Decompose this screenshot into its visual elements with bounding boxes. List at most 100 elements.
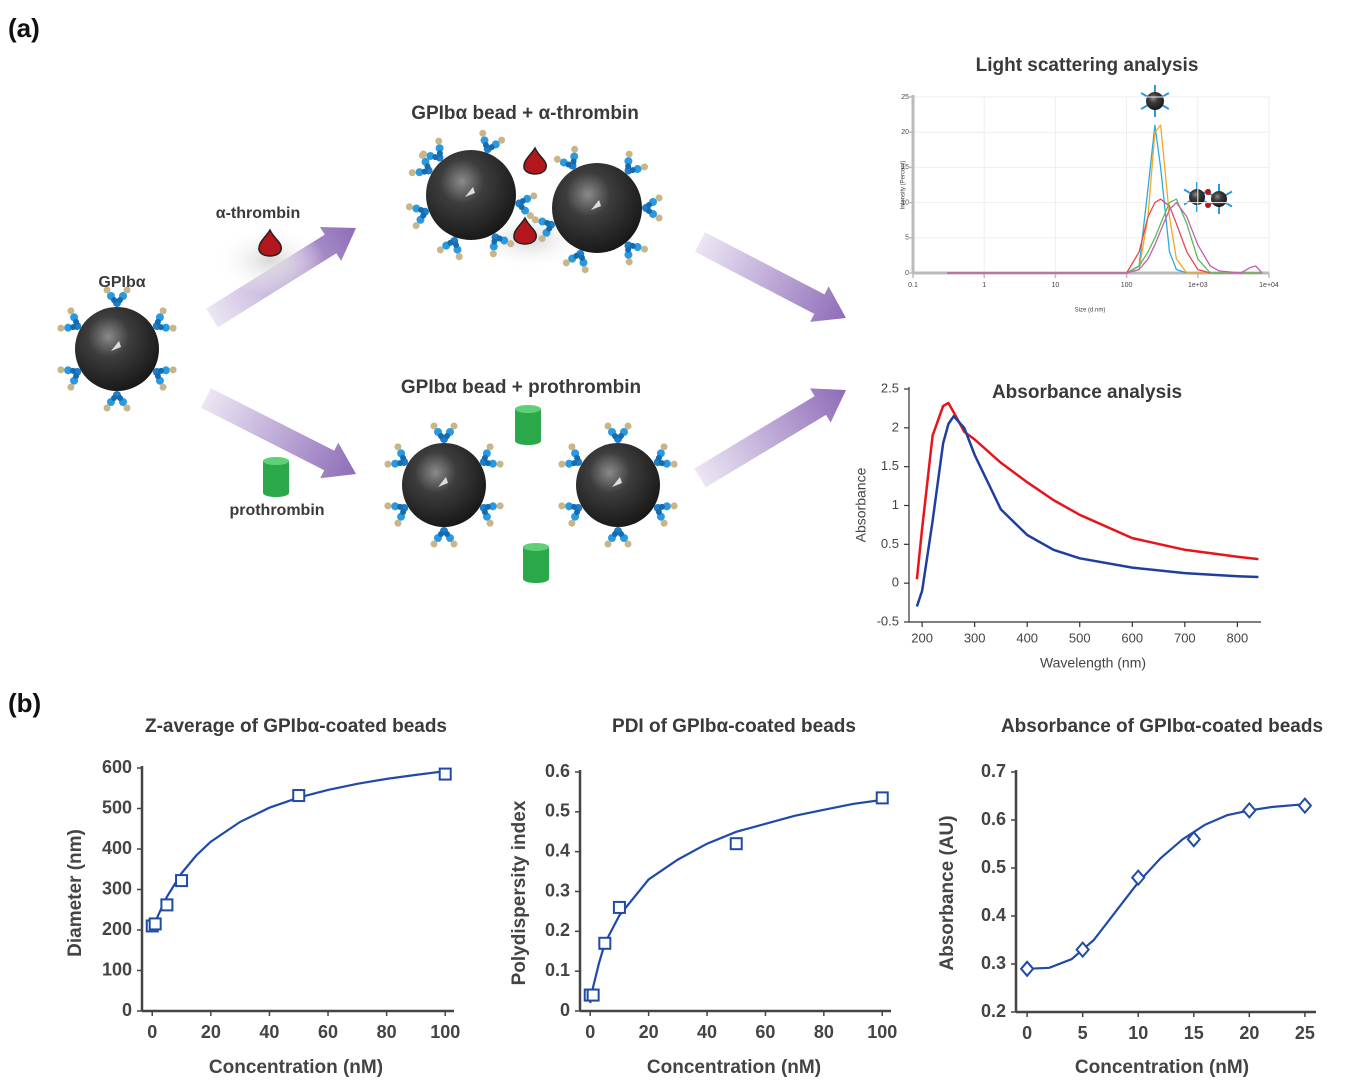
x-tick-label: 300 [964,630,986,645]
x-tick-label: 60 [755,1022,775,1042]
y-tick-label: 0 [892,575,899,590]
chart-title: Absorbance of GPIbα-coated beads [1001,716,1323,737]
bead-shine [591,200,601,210]
x-tick-label: 80 [814,1022,834,1042]
prothrombin [263,461,289,493]
data-point [1297,797,1313,815]
bead-label: GPIbα [98,274,145,291]
data-point [160,898,174,912]
data-point [1186,830,1202,848]
prothrombin [515,409,541,441]
x-tick-label: 100 [430,1022,460,1042]
panel-label: (b) [8,688,41,718]
prothrombin-bottom [263,489,289,497]
x-tick-label: 800 [1227,630,1249,645]
y-tick-label: 0 [122,1000,132,1020]
y-tick-label: 500 [102,797,132,817]
antibody [430,527,458,548]
x-tick-label: 60 [318,1022,338,1042]
data-point [175,874,189,888]
x-tick-label: 1 [982,282,986,289]
x-tick-label: 0 [147,1022,157,1042]
x-tick-label: 0 [585,1022,595,1042]
chart-title: Z-average of GPIbα-coated beads [145,716,447,737]
y-tick-label: 25 [901,94,909,101]
thrombin [513,216,538,245]
x-tick-label: 15 [1184,1023,1204,1043]
data-point [148,917,162,931]
x-tick-label: 40 [697,1022,717,1042]
y-axis-label: Diameter (nm) [65,829,86,957]
x-tick-label: 600 [1121,630,1143,645]
inset-bead [1146,92,1164,110]
y-tick-label: 0.6 [981,809,1006,829]
panel-label: (a) [8,13,40,43]
y-tick-label: 0.7 [981,761,1006,781]
prothrombin-top [515,405,541,413]
prothrombin-bottom [515,437,541,445]
x-tick-label: 1e+03 [1188,282,1208,289]
prothrombin [523,547,549,579]
diagram [56,85,1233,583]
antibody [430,422,458,443]
y-axis-label: Absorbance (AU) [937,815,958,970]
y-tick-label: 0 [905,270,909,277]
chart-title: Light scattering analysis [976,55,1199,76]
data-line [947,201,1263,274]
thrombin [523,146,548,175]
y-axis-label: Intensity (Percent) [901,161,907,210]
x-tick-label: 200 [911,630,933,645]
antibody [604,527,632,548]
inset-bead [1211,191,1227,207]
bead-shine [111,341,121,351]
y-tick-label: 100 [102,959,132,979]
data-point [729,837,743,851]
bead [75,307,159,391]
y-tick-label: 600 [102,757,132,777]
bead [426,150,516,240]
chart-title: PDI of GPIbα-coated beads [612,716,856,737]
thrombin [258,228,283,257]
glow [215,225,325,295]
x-axis-label: Concentration (nM) [1075,1057,1249,1078]
antibody [642,194,663,222]
y-tick-label: 400 [102,838,132,858]
bead [552,163,642,253]
data-point [1130,869,1146,887]
y-tick-label: 15 [901,164,909,171]
x-tick-label: 5 [1078,1023,1088,1043]
y-tick-label: 0.1 [545,960,570,980]
x-tick-label: 700 [1174,630,1196,645]
x-axis-label: Concentration (nM) [647,1057,821,1078]
x-tick-label: 40 [259,1022,279,1042]
x-axis-label: Size (d.nm) [1075,308,1106,314]
x-tick-label: 20 [201,1022,221,1042]
y-tick-label: 10 [901,199,909,206]
data-line [947,198,1263,274]
x-axis-label: Wavelength (nm) [1040,655,1146,671]
y-tick-label: 2 [892,419,899,434]
inset-thrombin [1205,189,1211,195]
y-tick-label: 0.2 [981,1001,1006,1021]
x-tick-label: 500 [1069,630,1091,645]
y-tick-label: 0 [560,1000,570,1020]
data-point [438,767,452,781]
y-tick-label: 0.2 [545,920,570,940]
y-tick-label: 0.3 [981,953,1006,973]
arrow [694,232,847,322]
fit-line [589,798,883,1004]
data-point [598,936,612,950]
data-line [915,414,1259,607]
thrombin-label: α-thrombin [216,205,300,222]
result-label: GPIbα bead + prothrombin [401,377,641,398]
x-tick-label: 0.1 [908,282,918,289]
arrow [694,388,846,488]
x-tick-label: 25 [1295,1023,1315,1043]
x-tick-label: 400 [1016,630,1038,645]
antibody [604,422,632,443]
y-tick-label: 2.5 [881,380,899,395]
y-tick-label: 0.5 [881,536,899,551]
data-point [586,988,600,1002]
x-tick-label: 100 [867,1022,897,1042]
